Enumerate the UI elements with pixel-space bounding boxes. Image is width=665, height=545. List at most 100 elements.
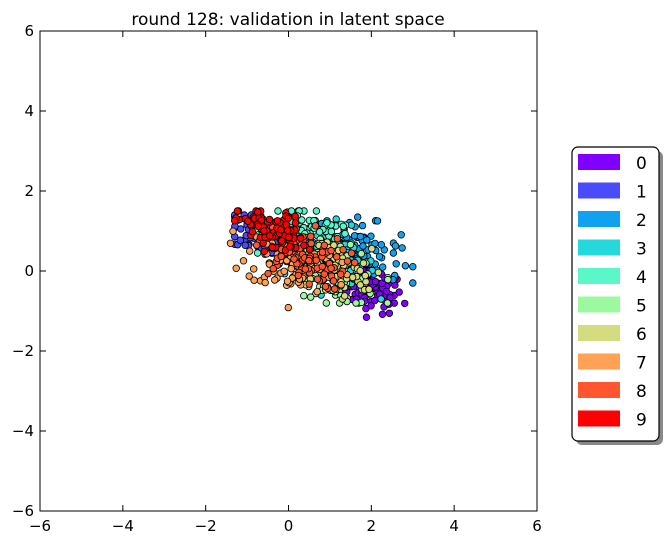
x-tick-label: −4: [112, 517, 134, 535]
legend-swatch-7: [578, 353, 620, 370]
scatter-point-class-9: [284, 226, 292, 235]
scatter-point-class-5: [383, 299, 392, 307]
scatter-point-class-8: [305, 280, 313, 288]
scatter-point-class-9: [268, 243, 276, 251]
scatter-point-class-3: [332, 215, 340, 223]
scatter-point-class-7: [245, 272, 253, 280]
scatter-point-class-6: [356, 281, 364, 289]
scatter-point-class-1: [241, 241, 249, 249]
scatter-point-class-8: [277, 252, 285, 261]
scatter-point-class-2: [398, 244, 406, 252]
legend-label-9: 9: [636, 411, 647, 431]
scatter-point-class-4: [323, 219, 331, 227]
scatter-point-class-9: [284, 233, 293, 241]
scatter-point-class-8: [331, 285, 339, 293]
scatter-point-class-2: [401, 262, 410, 270]
scatter-point-class-2: [379, 263, 387, 271]
scatter-point-class-9: [244, 217, 252, 225]
scatter-point-class-2: [358, 221, 367, 230]
scatter-point-class-7: [287, 265, 295, 273]
scatter-point-class-6: [362, 278, 370, 286]
scatter-point-class-7: [337, 281, 345, 289]
scatter-point-class-4: [298, 216, 306, 224]
scatter-point-class-2: [391, 242, 400, 250]
scatter-point-class-5: [357, 249, 365, 258]
legend-label-7: 7: [636, 354, 647, 374]
scatter-point-class-2: [377, 240, 385, 249]
scatter-point-class-4: [315, 228, 324, 236]
scatter-point-class-8: [320, 241, 329, 249]
y-tick-label: 2: [24, 182, 34, 200]
scatter-point-class-4: [341, 229, 349, 238]
scatter-point-class-9: [266, 232, 274, 240]
y-tick-label: 4: [24, 102, 34, 120]
y-tick-label: −6: [12, 502, 34, 520]
scatter-point-class-2: [356, 232, 365, 241]
scatter-point-class-9: [291, 212, 299, 221]
scatter-point-class-9: [260, 247, 268, 256]
scatter-point-class-5: [346, 240, 355, 249]
scatter-point-class-7: [239, 257, 248, 265]
y-tick-label: −4: [12, 422, 34, 440]
scatter-point-class-8: [351, 258, 359, 267]
scatter-point-class-8: [313, 275, 322, 283]
scatter-point-class-9: [277, 226, 285, 234]
scatter-point-class-9: [233, 207, 242, 215]
scatter-point-class-8: [252, 241, 261, 249]
scatter-point-class-9: [230, 216, 239, 225]
scatter-point-class-8: [321, 282, 330, 291]
legend-label-2: 2: [636, 211, 647, 231]
scatter-point-class-8: [301, 265, 309, 273]
scatter-point-class-4: [253, 249, 262, 257]
scatter-point-class-2: [354, 213, 362, 221]
scatter-point-class-6: [359, 259, 368, 267]
scatter-point-class-0: [378, 310, 387, 318]
legend-label-6: 6: [636, 325, 647, 345]
scatter-point-class-8: [339, 245, 347, 254]
scatter-point-class-2: [409, 279, 417, 287]
scatter-point-class-4: [274, 207, 282, 215]
scatter-point-class-7: [226, 239, 235, 247]
legend-swatch-4: [578, 268, 620, 284]
scatter-point-class-5: [384, 275, 392, 284]
x-tick-label: −2: [195, 517, 217, 535]
scatter-point-class-4: [327, 227, 336, 236]
scatter-point-class-6: [361, 271, 369, 280]
chart-title: round 128: validation in latent space: [131, 10, 444, 30]
scatter-point-class-6: [365, 285, 373, 293]
scatter-point-class-4: [339, 222, 347, 230]
legend-label-8: 8: [636, 382, 647, 402]
legend-label-0: 0: [636, 154, 647, 174]
scatter-point-class-2: [359, 242, 367, 250]
scatter-points: [226, 207, 417, 321]
scatter-point-class-3: [377, 295, 385, 303]
scatter-point-class-9: [286, 242, 294, 251]
scatter-point-class-0: [371, 277, 380, 286]
scatter-point-class-7: [284, 303, 292, 312]
scatter-point-class-8: [320, 270, 328, 278]
scatter-point-class-8: [318, 262, 326, 271]
legend-label-4: 4: [636, 268, 647, 288]
scatter-point-class-8: [333, 234, 342, 243]
scatter-point-class-2: [397, 231, 405, 239]
scatter-point-class-8: [307, 239, 315, 248]
scatter-point-class-5: [322, 299, 330, 307]
scatter-point-class-8: [311, 222, 320, 230]
legend-swatch-8: [578, 382, 620, 398]
scatter-point-class-9: [278, 237, 286, 245]
scatter-point-class-2: [409, 263, 417, 271]
scatter-point-class-8: [329, 277, 338, 285]
legend-swatch-6: [578, 325, 620, 341]
y-tick-label: 0: [24, 262, 34, 280]
scatter-point-class-8: [307, 232, 315, 241]
scatter-point-class-6: [368, 244, 376, 253]
scatter-point-class-5: [300, 292, 308, 300]
scatter-point-class-4: [312, 207, 321, 215]
x-tick-label: −6: [29, 517, 51, 535]
scatter-point-class-8: [264, 269, 272, 278]
scatter-point-class-6: [356, 267, 364, 275]
legend: 0 1 2 3 4 5 6 7 8 9: [571, 146, 663, 445]
x-tick-label: 4: [449, 517, 459, 535]
scatter-point-class-2: [392, 260, 400, 268]
scatter-point-class-8: [312, 256, 320, 264]
